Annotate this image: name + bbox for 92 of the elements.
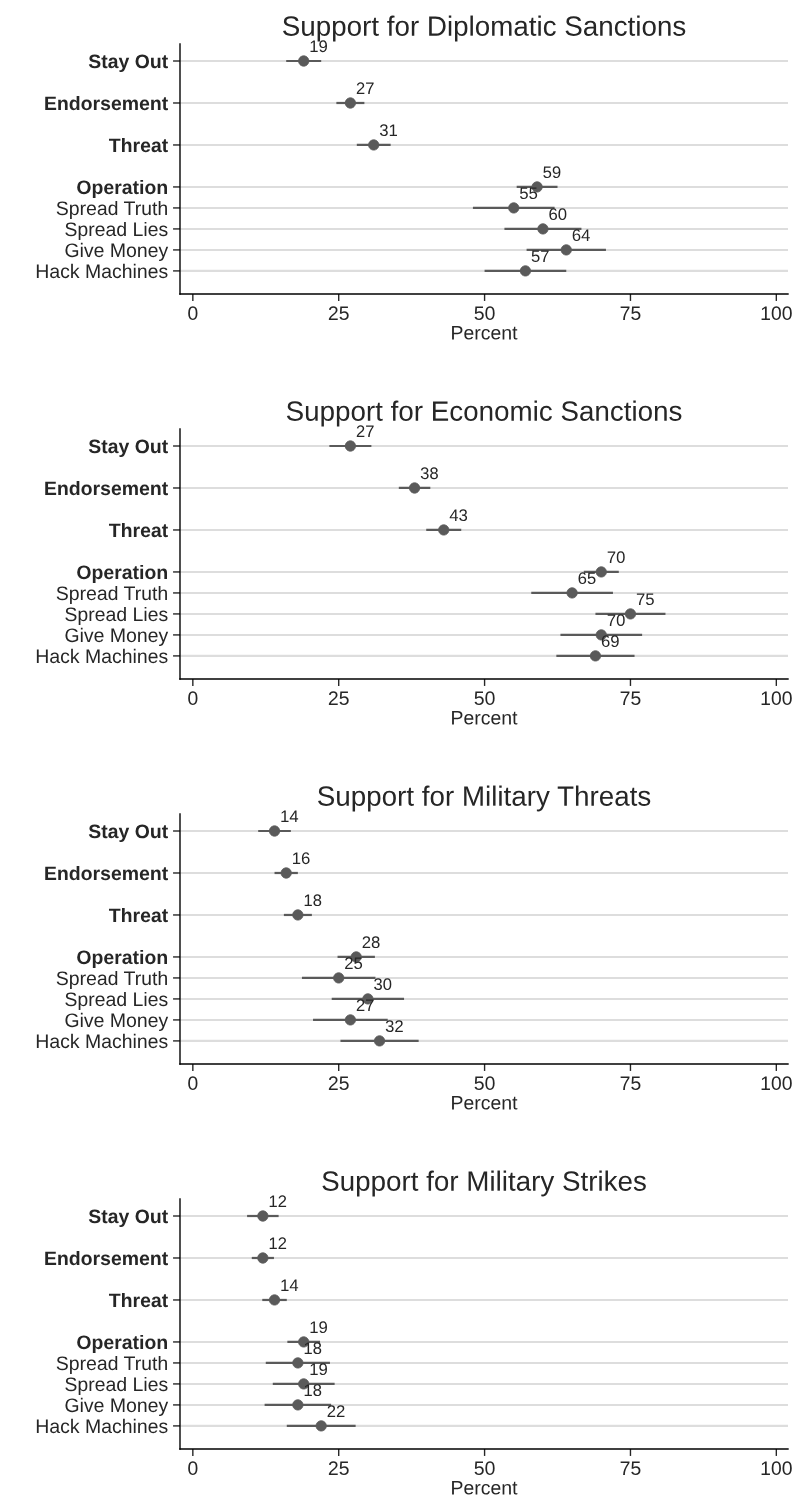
data-label: 31 (379, 124, 397, 137)
y-tick-label: Give Money (65, 242, 169, 261)
data-label: 16 (293, 852, 310, 865)
y-tick-label: Give Money (65, 1397, 169, 1416)
x-tick-label: 100 (761, 1461, 792, 1476)
y-tick-label: Endorsement (45, 480, 168, 496)
y-tick-label: Spread Truth (56, 585, 167, 605)
data-label: 38 (420, 467, 438, 480)
data-label: 69 (601, 635, 619, 648)
y-tick-label: Threat (108, 137, 168, 153)
data-label: 14 (281, 1279, 299, 1291)
x-tick-label: 0 (188, 691, 198, 706)
x-tick-label: 25 (328, 1076, 349, 1091)
x-tick-label: 25 (328, 306, 349, 321)
y-tick-label: Operation (77, 949, 167, 969)
data-label: 32 (385, 1020, 403, 1033)
data-label: 75 (636, 593, 654, 606)
x-tick-label: 25 (328, 1461, 349, 1476)
data-label: 30 (374, 978, 392, 991)
x-axis-title: Percent (452, 326, 518, 340)
x-tick-label: 50 (474, 1461, 495, 1476)
x-tick-label: 50 (474, 306, 495, 321)
y-tick-label: Hack Machines (36, 1033, 168, 1049)
data-label: 25 (345, 957, 363, 970)
y-tick-label: Hack Machines (36, 263, 168, 279)
data-label: 65 (578, 572, 596, 585)
x-tick-label: 75 (620, 306, 641, 321)
y-tick-label: Threat (108, 1292, 168, 1308)
data-label: 60 (549, 208, 567, 221)
y-tick-label: Stay Out (88, 439, 168, 458)
chart-title: Support for Military Strikes (322, 1170, 646, 1197)
data-label: 28 (362, 936, 380, 949)
data-label: 19 (310, 1363, 327, 1376)
x-tick-label: 100 (761, 1076, 792, 1091)
chart-title: Support for Military Threats (318, 785, 651, 812)
y-tick-label: Threat (108, 907, 168, 923)
x-tick-label: 75 (620, 691, 641, 706)
data-label: 43 (449, 509, 468, 522)
data-label: 27 (356, 82, 374, 94)
y-tick-label: Spread Lies (65, 606, 168, 626)
y-tick-label: Give Money (65, 627, 169, 646)
y-tick-label: Hack Machines (36, 1418, 168, 1434)
data-label: 57 (531, 250, 549, 263)
data-label: 19 (310, 40, 327, 53)
data-label: 12 (269, 1195, 287, 1207)
x-axis-title: Percent (452, 711, 518, 725)
data-label: 70 (607, 551, 625, 564)
y-tick-label: Spread Lies (65, 1376, 168, 1396)
data-label: 27 (356, 425, 374, 437)
chart-title: Support for Diplomatic Sanctions (283, 15, 686, 42)
x-tick-label: 100 (761, 306, 792, 321)
y-tick-label: Spread Lies (65, 221, 168, 241)
data-label: 59 (543, 166, 561, 179)
x-tick-label: 75 (620, 1461, 641, 1476)
x-axis-title: Percent (452, 1481, 518, 1495)
x-tick-label: 50 (474, 1076, 495, 1091)
data-label: 18 (304, 894, 322, 907)
x-tick-label: 0 (188, 306, 198, 321)
data-label: 18 (304, 1342, 322, 1355)
y-tick-label: Spread Lies (65, 991, 168, 1011)
data-label: 55 (519, 187, 538, 200)
y-tick-label: Give Money (65, 1012, 169, 1031)
y-tick-label: Stay Out (88, 1209, 168, 1228)
data-label: 18 (304, 1384, 322, 1397)
y-tick-label: Spread Truth (56, 970, 167, 990)
data-label: 27 (356, 999, 374, 1011)
x-tick-label: 0 (188, 1076, 198, 1091)
data-label: 64 (572, 229, 590, 242)
data-label: 70 (607, 614, 625, 627)
x-tick-label: 50 (474, 691, 495, 706)
y-tick-label: Endorsement (45, 95, 168, 111)
y-tick-label: Threat (108, 522, 168, 538)
y-tick-label: Endorsement (45, 1250, 168, 1266)
y-tick-label: Endorsement (45, 865, 168, 881)
x-axis-title: Percent (452, 1096, 518, 1110)
x-tick-label: 25 (328, 691, 349, 706)
x-tick-label: 0 (188, 1461, 198, 1476)
x-tick-label: 75 (620, 1076, 641, 1091)
data-label: 14 (281, 810, 299, 822)
data-label: 19 (310, 1321, 327, 1334)
x-tick-label: 100 (761, 691, 792, 706)
chart-title: Support for Economic Sanctions (286, 400, 682, 427)
data-label: 12 (269, 1237, 287, 1249)
y-tick-label: Spread Truth (56, 1355, 167, 1375)
y-tick-label: Stay Out (88, 54, 168, 73)
y-tick-label: Hack Machines (36, 648, 168, 664)
y-tick-label: Operation (77, 564, 167, 584)
data-label: 22 (327, 1405, 345, 1417)
y-tick-label: Spread Truth (56, 200, 167, 220)
y-tick-label: Stay Out (88, 824, 168, 843)
y-tick-label: Operation (77, 179, 167, 199)
y-tick-label: Operation (77, 1334, 167, 1354)
